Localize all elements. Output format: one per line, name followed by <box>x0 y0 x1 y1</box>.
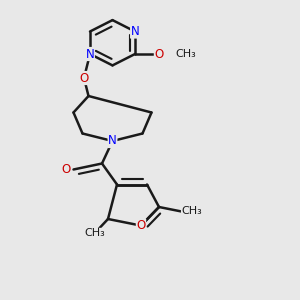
Text: CH₃: CH₃ <box>182 206 202 217</box>
Text: O: O <box>80 71 88 85</box>
Text: O: O <box>154 47 164 61</box>
Text: N: N <box>130 25 140 38</box>
Text: N: N <box>108 134 117 148</box>
Text: O: O <box>136 219 146 232</box>
Text: CH₃: CH₃ <box>84 228 105 239</box>
Text: CH₃: CH₃ <box>176 49 196 59</box>
Text: N: N <box>85 47 94 61</box>
Text: O: O <box>61 163 70 176</box>
